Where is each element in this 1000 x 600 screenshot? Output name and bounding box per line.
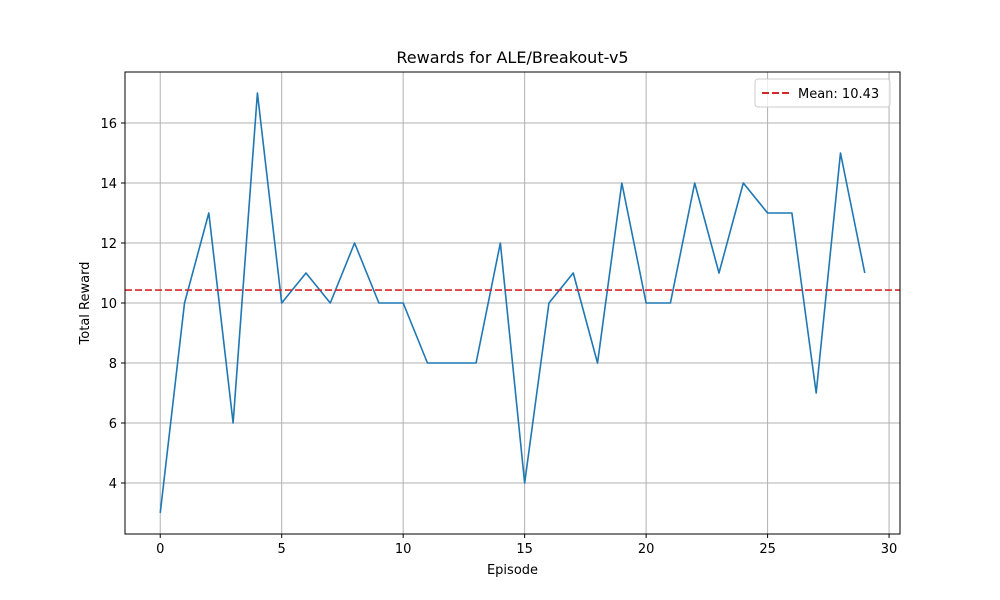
y-tick-label: 6	[109, 417, 117, 432]
ticks-layer: 0 5 10 15 20 25 30 4 6 8 10 12 14 16	[100, 117, 897, 557]
legend-mean-label: Mean: 10.43	[798, 87, 879, 102]
legend-box	[754, 78, 891, 108]
series-layer	[125, 92, 900, 514]
x-tick-label: 5	[278, 542, 286, 557]
x-tick-label: 25	[759, 542, 776, 557]
y-axis-label: Total Reward	[78, 262, 93, 346]
y-tick-label: 8	[109, 357, 117, 372]
y-tick-label: 4	[109, 477, 117, 492]
x-tick-label: 0	[156, 542, 164, 557]
y-tick-label: 12	[100, 237, 117, 252]
x-tick-label: 10	[395, 542, 412, 557]
x-tick-label: 15	[516, 542, 533, 557]
legend: Mean: 10.43	[754, 78, 891, 108]
y-tick-label: 10	[100, 297, 117, 312]
y-tick-label: 16	[100, 117, 117, 132]
x-tick-label: 20	[638, 542, 655, 557]
y-tick-label: 14	[100, 177, 117, 192]
reward-series-line	[159, 92, 866, 514]
x-tick-label: 30	[881, 542, 898, 557]
chart-title: Rewards for ALE/Breakout-v5	[396, 48, 628, 67]
x-axis-label: Episode	[487, 563, 538, 578]
